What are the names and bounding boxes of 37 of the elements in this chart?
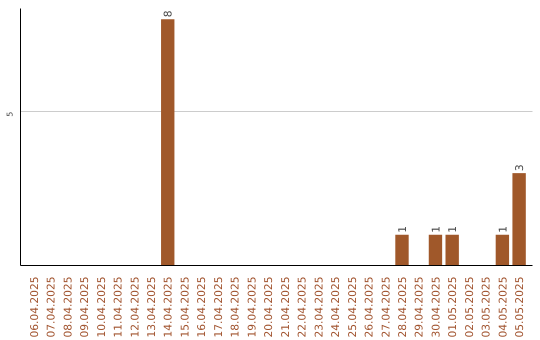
x-tick-label: 24.04.2025: [329, 276, 342, 338]
x-tick-label: 25.04.2025: [346, 276, 359, 338]
data-label: 8: [162, 10, 175, 18]
x-tick-label: 20.04.2025: [262, 276, 276, 338]
data-label: 3: [513, 164, 526, 172]
x-tick-label: 09.04.2025: [78, 276, 92, 338]
x-tick-label: 19.04.2025: [245, 276, 258, 338]
x-tick-label: 15.04.2025: [178, 276, 192, 338]
x-tick-label: 12.04.2025: [128, 276, 142, 338]
x-tick-label: 11.04.2025: [112, 276, 125, 338]
x-tick-label: 04.05.2025: [496, 276, 510, 338]
x-tick-label: 16.04.2025: [195, 276, 208, 338]
x-tick-label: 17.04.2025: [212, 276, 225, 338]
x-tick-label: 10.04.2025: [94, 276, 108, 338]
x-tick-label: 27.04.2025: [379, 276, 392, 338]
x-tick-label: 30.04.2025: [429, 276, 442, 338]
data-label: 1: [429, 226, 442, 233]
x-tick-label: 06.04.2025: [28, 276, 41, 338]
data-label: 1: [496, 226, 510, 233]
data-label: 1: [396, 226, 409, 233]
x-tick-label: 13.04.2025: [145, 276, 158, 338]
x-tick-label: 07.04.2025: [44, 276, 58, 338]
x-tick-label: 01.05.2025: [446, 276, 460, 338]
x-tick-label: 02.05.2025: [462, 276, 476, 338]
x-tick-label: 05.05.2025: [513, 276, 526, 338]
x-tick-label: 14.04.2025: [162, 276, 175, 338]
data-label: 1: [446, 226, 460, 233]
x-tick-label: 26.04.2025: [362, 276, 376, 338]
x-tick-label: 28.04.2025: [396, 276, 409, 338]
y-tick-label: 5: [6, 112, 14, 117]
x-tick-label: 08.04.2025: [61, 276, 74, 338]
x-tick-label: 22.04.2025: [296, 276, 309, 338]
x-tick-label: 18.04.2025: [228, 276, 242, 338]
x-tick-label: 03.05.2025: [480, 276, 493, 338]
x-tick-label: 21.04.2025: [278, 276, 292, 338]
x-tick-label: 23.04.2025: [312, 276, 326, 338]
x-tick-label: 29.04.2025: [412, 276, 426, 338]
